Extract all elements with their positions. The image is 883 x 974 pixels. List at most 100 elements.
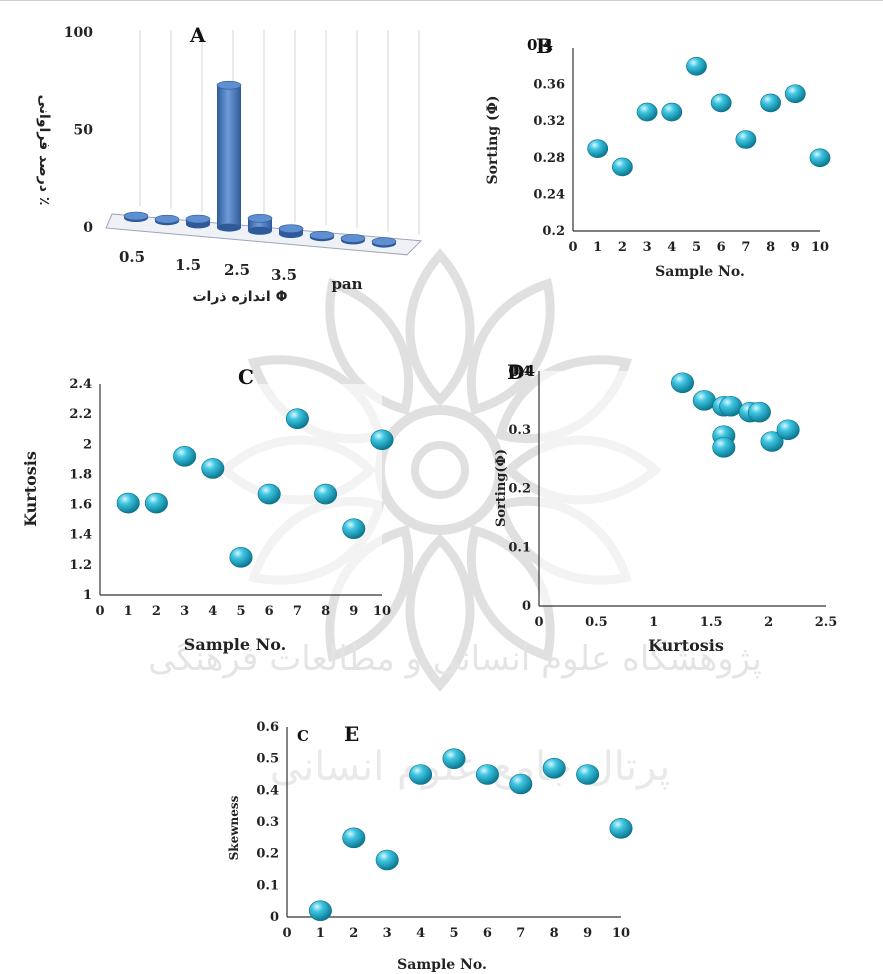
b-y-tick-label: 0.24 [533,187,565,202]
c-data-point [173,446,197,467]
b-data-point [636,102,658,122]
e-x-tick-label: 10 [612,926,630,941]
e-y-tick-label: 0.6 [256,720,279,735]
d-y-tick-label: 0.3 [508,423,531,438]
b-y-tick-label: 0.32 [533,114,565,129]
c-x-tick-label: 4 [208,604,217,619]
b-x-tick-label: 1 [593,240,602,255]
d-data-point [776,419,800,441]
c-x-tick-label: 3 [180,604,189,619]
d-data-point [719,395,743,417]
d-y-tick-label: 0.4 [508,364,531,379]
c-data-point [201,458,225,479]
c-data-point [342,518,366,539]
c-data-point [370,429,394,451]
c-x-tick-label: 8 [321,604,330,619]
b-data-point [686,57,707,76]
c-x-tick-label: 1 [124,604,133,619]
panel-e-title: E [344,722,359,746]
panel-a-x-tick-label: 3.5 [271,266,297,284]
panel-a-bar-top [154,214,180,224]
c-data-point [144,492,168,514]
e-x-tick-label: 9 [583,926,592,941]
c-y-tick-label: 1.4 [69,528,92,543]
d-x-tick-label: 1.5 [700,615,723,630]
b-x-tick-label: 7 [741,240,750,255]
panel-a-x-tick-label: 0.5 [119,248,145,266]
watermark-line1: پژوهشگاه علوم انسانی و مطالعات فرهنگی [148,639,762,679]
b-x-tick-label: 5 [692,240,701,255]
c-y-tick-label: 1.6 [69,498,92,513]
watermark-petal [466,277,555,415]
e-data-point [475,764,499,785]
panel-b-title: B [536,34,553,58]
e-y-tick-label: 0.1 [256,878,279,893]
c-x-tick-label: 5 [236,604,245,619]
b-data-point [710,93,732,113]
e-data-point [342,827,366,849]
b-x-tick-label: 9 [791,240,800,255]
watermark-petal [466,525,555,663]
b-x-tick-label: 8 [766,240,775,255]
c-data-point [229,547,253,568]
e-x-tick-label: 0 [282,926,291,941]
d-x-tick-label: 0 [534,615,543,630]
b-x-tick-label: 4 [667,240,676,255]
panel-b-chart: 0.2 0.24 0.28 0.32 0.36 0 1 2 3 4 5 6 7 8 9 10 0.4 B So… [485,34,831,280]
e-x-tick-label: 2 [349,926,358,941]
panel-c-ylabel: Kurtosis [21,451,40,527]
b-x-tick-label: 10 [811,240,829,255]
e-y-tick-label: 0.5 [256,752,279,767]
panel-a-y-tick-label: 50 [74,123,94,139]
b-data-point [661,102,683,122]
panel-b-ylabel: Sorting (Φ) [485,96,501,185]
top-border [0,0,883,1]
panel-d-ylabel: Sorting(Φ) [494,449,509,527]
panel-a-title: A [189,23,206,47]
panel-c-title: C [238,365,254,389]
d-x-tick-label: 1 [649,615,658,630]
e-x-tick-label: 3 [383,926,392,941]
b-x-tick-label: 6 [717,240,726,255]
c-x-tick-label: 0 [95,604,104,619]
c-data-point [257,483,281,505]
c-y-tick-label: 1.2 [69,558,92,573]
panel-a-bar-top [247,214,273,223]
d-y-tick-label: 0 [522,599,531,614]
d-data-point [747,401,771,423]
d-data-point [712,437,736,458]
panel-e-ylabel: Skewness [227,795,241,860]
panel-d-chart: 00.10.20.30.40 0.5 1 1.5 2 2.5 0.4 D Sorting(… [494,360,837,655]
e-data-point [609,818,633,839]
e-x-tick-label: 8 [550,926,559,941]
c-x-tick-label: 9 [349,604,358,619]
b-y-tick-label: 0.28 [533,151,565,166]
c-x-tick-label: 10 [373,604,391,619]
panel-a-bar-base [248,226,272,235]
e-x-tick-label: 1 [316,926,325,941]
b-x-tick-label: 2 [618,240,627,255]
panel-a-bar-top [216,80,242,90]
panel-a-ylabel: درصد فراوانی ٪ [36,95,52,206]
panel-c-chart: 11.21.41.61.822.22.40 1 2 3 4 5 6 7 8 9 10 C Kurto… [21,365,394,654]
c-data-point [116,492,140,514]
d-y-tick-label: 0.2 [508,482,531,497]
panel-a-bar-top [278,224,304,233]
b-data-point [784,84,806,104]
e-x-tick-label: 7 [516,926,525,941]
e-data-point [442,748,466,769]
panel-a-x-tick-label: pan [331,275,362,293]
panel-a-bar-top [309,230,335,240]
b-data-point [587,139,609,158]
d-plot-area [539,371,826,606]
e-data-point [308,900,332,921]
e-data-point [576,764,600,785]
c-y-tick-label: 2.2 [69,407,92,422]
d-data-point [670,372,694,394]
c-y-tick-label: 1.8 [69,467,92,482]
panel-a-bar-top [340,234,366,243]
d-y-tick-label: 0.1 [508,540,531,555]
d-data-point [760,431,784,452]
e-y-tick-label: 0.2 [256,847,279,862]
